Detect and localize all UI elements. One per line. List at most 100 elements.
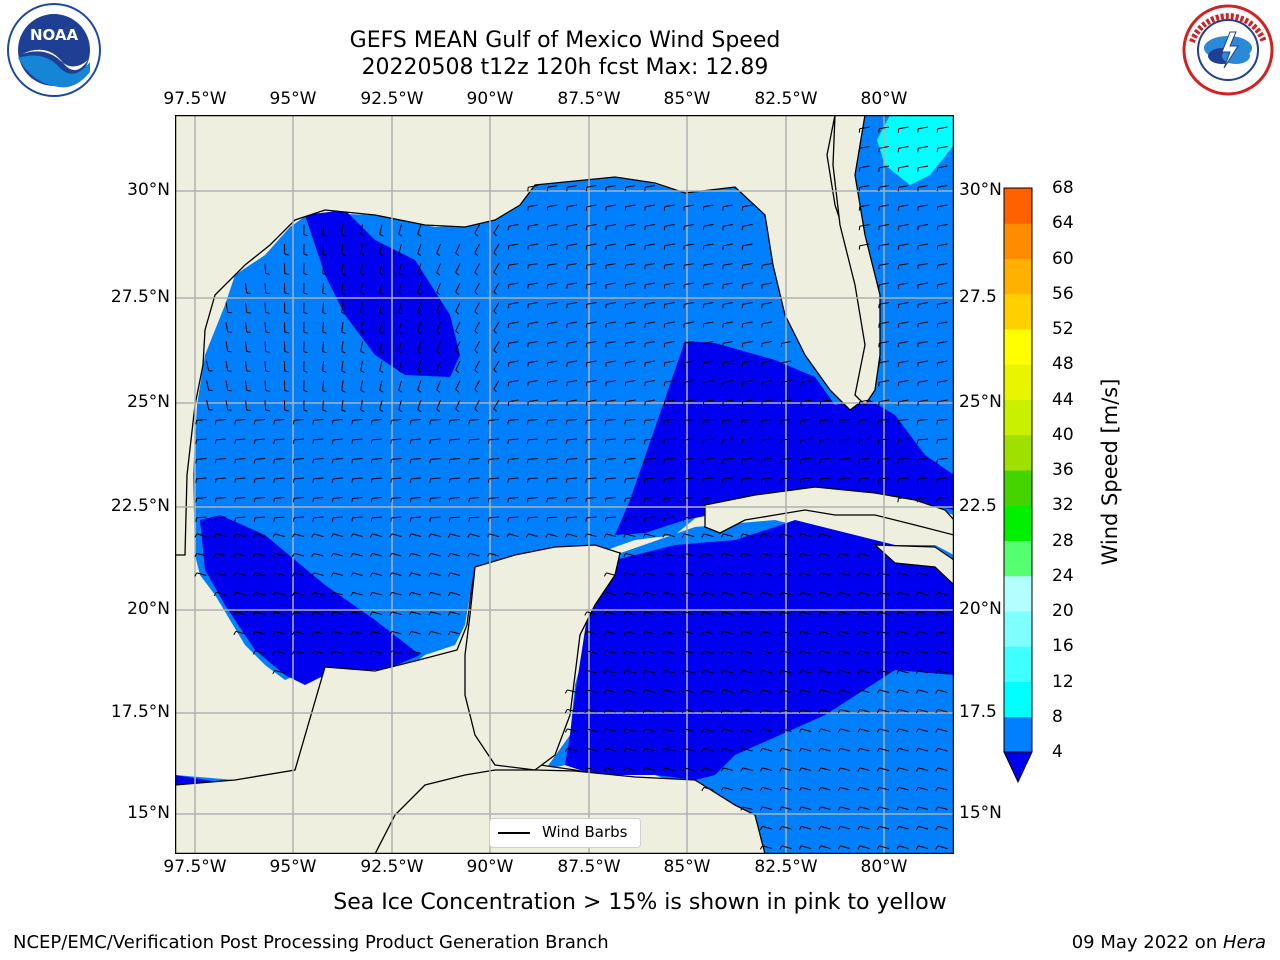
wind-barb-flag: [303, 292, 308, 295]
wind-barb: [664, 611, 675, 615]
wind-barb-flag: [759, 553, 763, 558]
wind-barb: [625, 380, 636, 383]
wind-barb-flag: [565, 439, 568, 444]
wind-barb: [360, 380, 363, 391]
wind-barb: [606, 572, 617, 576]
wind-barb-flag: [701, 670, 705, 675]
wind-barb-flag: [603, 709, 607, 714]
wind-barb: [937, 825, 948, 830]
wind-barb-flag: [214, 439, 217, 444]
wind-barb-flag: [369, 592, 373, 597]
wind-barb-flag: [468, 517, 470, 522]
wind-barb: [547, 302, 558, 305]
wind-barb-flag: [584, 689, 588, 694]
wind-barb-flag: [284, 370, 289, 373]
wind-barb-flag: [455, 311, 460, 315]
wind-barb-flag: [642, 650, 646, 655]
wind-barb-flag: [265, 331, 270, 334]
wind-barb-flag: [740, 592, 744, 597]
wind-barb: [586, 650, 597, 654]
wind-barb: [294, 650, 305, 654]
wind-barb-flag: [379, 331, 384, 335]
wind-barb: [379, 224, 383, 235]
wind-barb: [918, 380, 929, 383]
wind-barb: [840, 708, 851, 713]
wind-barb-flag: [303, 331, 308, 334]
wind-barb: [313, 591, 324, 596]
wind-barb: [379, 341, 383, 352]
wind-barb-flag: [398, 389, 403, 393]
wind-barb-flag: [720, 553, 724, 558]
wind-barb-flag: [273, 420, 275, 425]
wind-barb: [820, 572, 831, 576]
wind-barb: [684, 360, 695, 364]
wind-barb-flag: [857, 631, 861, 636]
wind-barb-flag: [779, 631, 783, 636]
wind-barb-flag: [303, 390, 308, 393]
wind-barb: [684, 380, 695, 383]
wind-barb-flag: [779, 592, 783, 597]
wind-barb-flag: [291, 572, 295, 577]
wind-barb: [917, 419, 929, 421]
wind-barb-flag: [603, 611, 607, 616]
wind-barb: [606, 689, 617, 693]
wind-barb: [703, 419, 714, 421]
wind-barb: [879, 282, 890, 286]
wind-barb: [664, 728, 675, 732]
wind-barb-flag: [379, 272, 384, 276]
wind-barb-flag: [585, 459, 587, 464]
wind-barb-flag: [429, 420, 431, 425]
wind-barb-flag: [662, 728, 666, 733]
wind-barb: [820, 786, 831, 791]
wind-barb-flag: [701, 748, 705, 753]
central-america-land: [374, 769, 766, 854]
wind-barb-flag: [564, 689, 568, 694]
wind-barb: [625, 611, 636, 615]
wind-barb: [684, 321, 695, 325]
wind-barb: [313, 533, 324, 537]
wind-barb: [488, 419, 500, 421]
wind-barb-flag: [370, 439, 373, 444]
wind-barb-flag: [780, 439, 782, 444]
wind-barb-flag: [546, 478, 548, 483]
wind-barb-flag: [896, 631, 900, 636]
wind-barb: [684, 204, 695, 208]
wind-barb-flag: [624, 459, 626, 464]
wind-barb-flag: [935, 787, 939, 792]
wind-barb: [606, 650, 617, 654]
wind-barb: [839, 458, 851, 460]
wind-barb-flag: [330, 592, 334, 597]
wind-barb: [508, 224, 519, 227]
wind-barb: [341, 243, 344, 254]
wind-barb-flag: [292, 420, 295, 425]
wind-barb-flag: [623, 728, 627, 733]
wind-barbs: [194, 126, 948, 850]
wind-barb-flag: [603, 670, 607, 675]
wind-barb-flag: [311, 611, 315, 616]
lon-label-bottom: 95°W: [269, 857, 317, 877]
wind-barb: [625, 552, 636, 557]
wind-barb: [493, 243, 500, 253]
wind-barb: [742, 689, 753, 693]
wind-barb: [800, 438, 812, 441]
wind-barb-flag: [360, 233, 365, 237]
wind-barb-flag: [799, 478, 802, 483]
wind-barb-flag: [322, 351, 327, 354]
wind-barb: [898, 669, 909, 674]
wind-barb-flag: [837, 845, 841, 850]
wind-barb-flag: [780, 420, 782, 425]
wind-barb-flag: [398, 331, 403, 335]
wind-barb: [372, 533, 383, 537]
wind-barb-flag: [468, 478, 470, 483]
wind-barb: [918, 341, 929, 344]
wind-barb: [781, 360, 792, 364]
wind-barb: [360, 302, 363, 313]
wind-barb: [898, 302, 909, 305]
wind-barb: [859, 185, 870, 188]
wind-barb: [379, 282, 383, 293]
wind-barb-flag: [837, 611, 841, 616]
wind-barb: [723, 669, 734, 674]
wind-barb: [313, 572, 324, 576]
wind-barb: [352, 497, 363, 499]
wind-barb: [762, 321, 773, 325]
